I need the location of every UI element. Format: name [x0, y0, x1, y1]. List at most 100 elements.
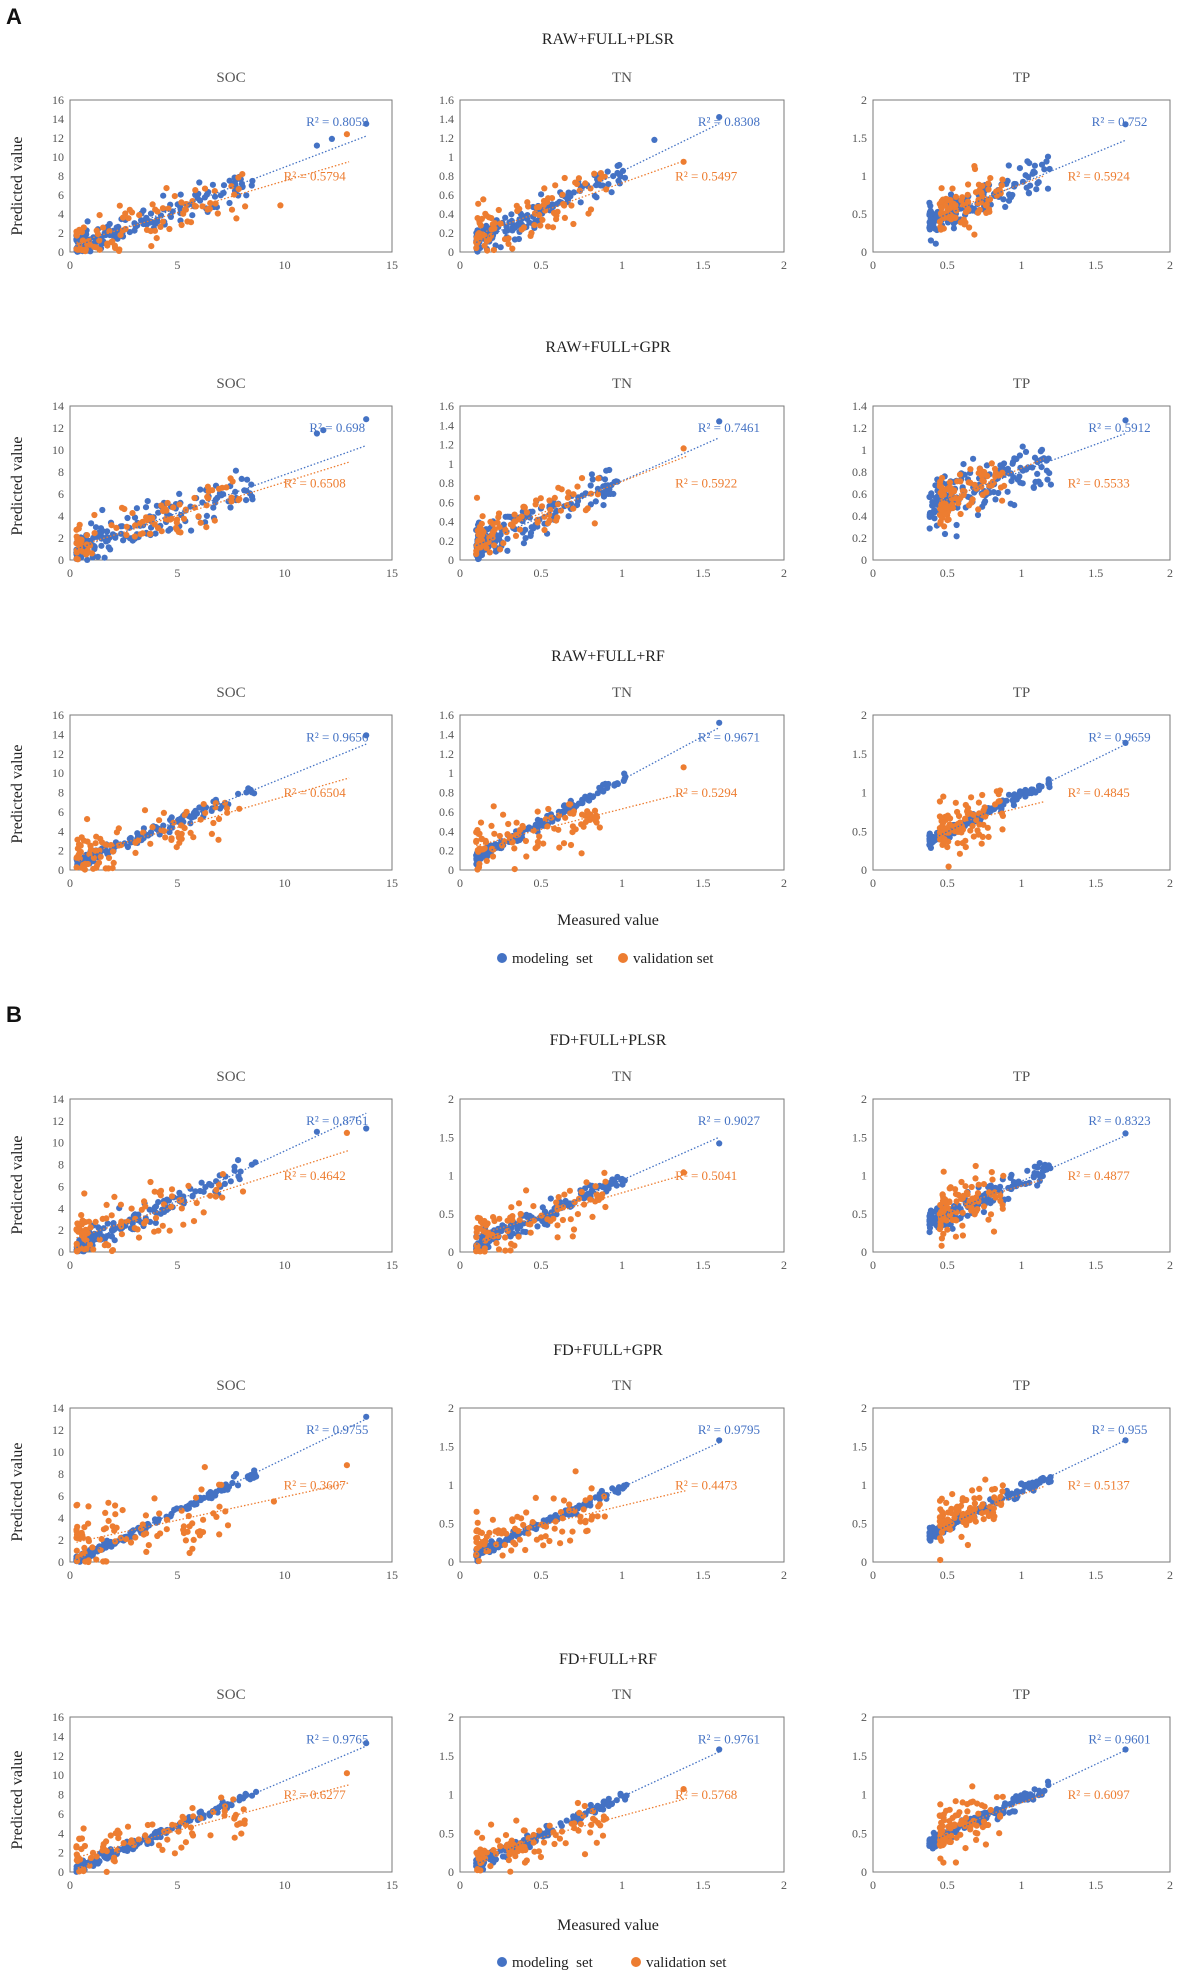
validation-point — [113, 524, 120, 532]
modeling-point — [952, 1828, 959, 1836]
x-tick-label: 0.5 — [534, 1568, 549, 1582]
validation-point — [990, 1509, 997, 1516]
modeling-point — [243, 487, 250, 494]
modeling-point — [231, 1163, 238, 1170]
y-tick-label: 12 — [52, 421, 64, 435]
validation-point — [572, 826, 579, 833]
modeling-point — [1032, 478, 1039, 485]
modeling-point — [157, 1210, 164, 1217]
validation-point — [537, 1853, 545, 1861]
modeling-point — [191, 809, 198, 816]
x-tick-label: 15 — [386, 258, 398, 272]
modeling-point — [99, 506, 106, 514]
modeling-point — [1029, 170, 1036, 177]
y-tick-label: 1.2 — [439, 438, 454, 452]
validation-point — [149, 514, 156, 522]
validation-point — [101, 1242, 108, 1249]
validation-point — [473, 1234, 480, 1241]
modeling-point — [1037, 448, 1044, 455]
validation-point — [96, 1236, 103, 1243]
validation-point — [548, 814, 555, 821]
modeling-point — [926, 1836, 933, 1843]
validation-point — [599, 1832, 607, 1839]
validation-point — [202, 809, 209, 817]
y-tick-label: 2 — [861, 93, 867, 107]
y-tick-label: 1 — [448, 766, 454, 780]
validation-point — [680, 1786, 687, 1793]
validation-point — [189, 1545, 196, 1552]
legend-a: modeling set validation set — [497, 951, 714, 967]
modeling-point — [88, 520, 95, 527]
validation-point — [527, 1221, 534, 1228]
modeling-point — [243, 192, 250, 199]
modeling-point — [208, 1182, 215, 1189]
validation-point — [554, 501, 562, 508]
modeling-point — [145, 831, 152, 839]
validation-point — [177, 1819, 184, 1826]
validation-point — [168, 1193, 176, 1200]
validation-point — [191, 494, 198, 502]
modeling-point — [227, 1178, 234, 1185]
validation-point — [944, 844, 951, 851]
y-tick-label: 4 — [58, 207, 64, 221]
modeling-point — [587, 482, 594, 489]
validation-point — [178, 830, 185, 838]
validation-point — [968, 1183, 975, 1191]
validation-point — [153, 235, 160, 242]
validation-point — [142, 1512, 149, 1519]
validation-point — [134, 1226, 141, 1233]
modeling-point — [716, 1437, 723, 1444]
validation-point — [74, 1501, 81, 1508]
validation-point — [178, 1844, 185, 1851]
validation-point — [483, 857, 490, 865]
x-tick-label: 0 — [457, 1568, 463, 1582]
validation-point — [588, 1516, 595, 1523]
validation-point — [540, 1542, 547, 1549]
validation-point — [497, 220, 504, 227]
validation-point — [183, 808, 190, 815]
modeling-point — [1005, 162, 1012, 169]
subplot-title: SOC — [216, 376, 245, 392]
validation-point — [343, 131, 350, 138]
validation-point — [214, 210, 221, 217]
validation-point — [76, 1835, 83, 1842]
validation-point — [213, 1186, 220, 1193]
validation-point — [488, 215, 495, 222]
validation-r2-label: R² = 0.6504 — [284, 785, 347, 800]
modeling-point — [1013, 1495, 1020, 1502]
validation-point — [178, 221, 185, 229]
modeling-point — [124, 514, 131, 522]
validation-point — [176, 839, 183, 847]
validation-point — [117, 1201, 124, 1208]
validation-point — [581, 1802, 588, 1810]
validation-point — [219, 1171, 226, 1178]
x-tick-label: 0 — [67, 1878, 73, 1892]
validation-r2-label: R² = 0.3607 — [284, 1478, 347, 1493]
validation-point — [126, 206, 133, 213]
modeling-point — [608, 189, 615, 196]
modeling-point — [1047, 1478, 1054, 1485]
y-tick-label: 12 — [52, 747, 64, 761]
y-tick-label: 0.4 — [439, 824, 454, 838]
modeling-point — [107, 546, 114, 553]
modeling-point — [931, 1837, 938, 1844]
validation-point — [957, 510, 964, 518]
modeling-point — [961, 471, 968, 478]
modeling-point — [1038, 161, 1046, 168]
x-tick-label: 15 — [386, 1258, 398, 1272]
validation-point — [521, 1859, 529, 1866]
modeling-point — [997, 1807, 1004, 1814]
validation-point — [277, 202, 284, 209]
validation-point — [485, 1547, 492, 1554]
validation-point — [540, 840, 547, 847]
validation-point — [203, 502, 210, 509]
validation-point — [602, 1178, 609, 1185]
x-tick-label: 0 — [67, 1568, 73, 1582]
validation-point — [965, 181, 972, 188]
modeling-point — [1036, 1160, 1043, 1167]
validation-point — [216, 1531, 223, 1538]
validation-point — [964, 805, 972, 812]
